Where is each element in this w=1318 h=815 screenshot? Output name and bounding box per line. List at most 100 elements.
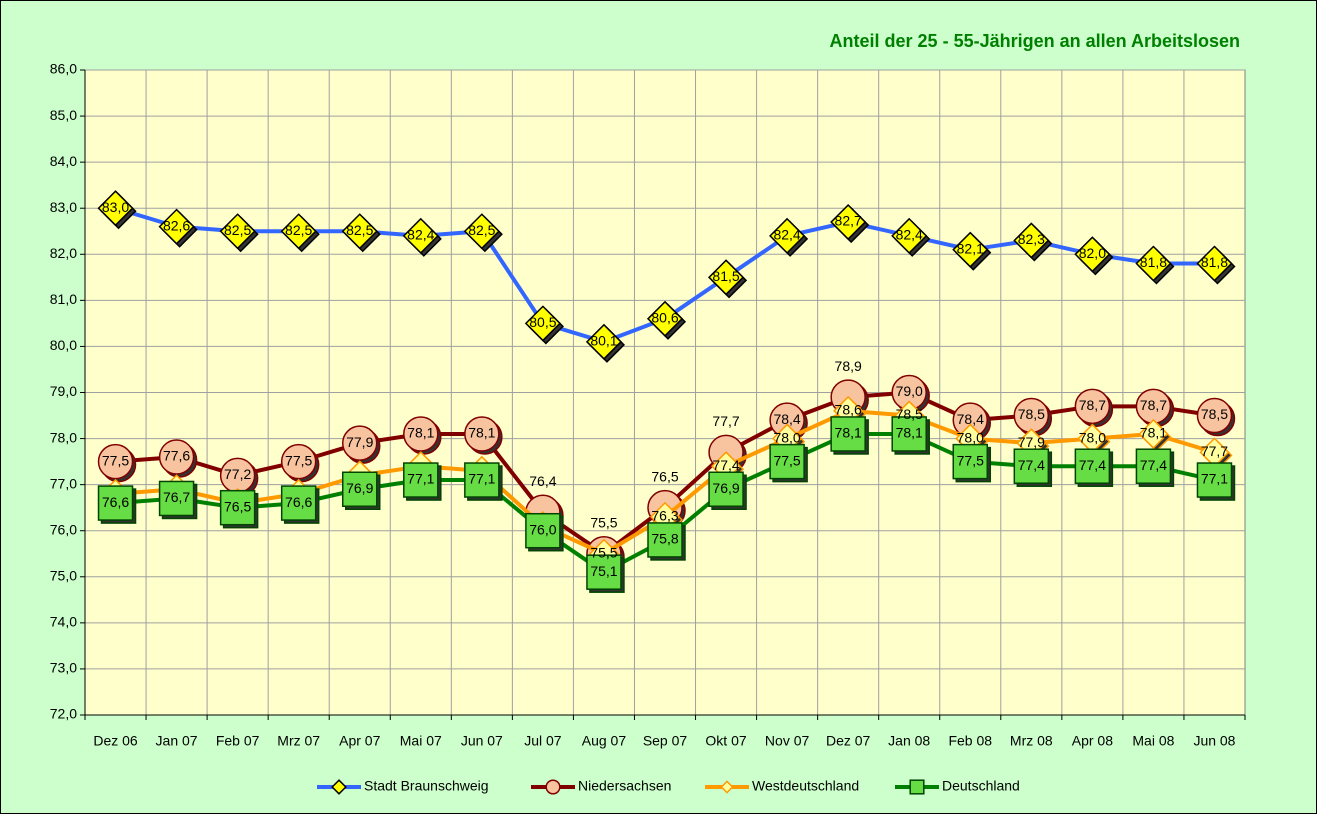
marker [769, 443, 805, 480]
data-label: 77,9 [1018, 434, 1045, 450]
marker [646, 300, 684, 337]
data-label: 76,5 [224, 498, 251, 514]
marker [341, 471, 378, 507]
data-label: 76,7 [163, 489, 190, 505]
data-label: 77,4 [1079, 457, 1106, 473]
x-tick-label: Mai 08 [1132, 733, 1174, 749]
data-label: 75,5 [590, 544, 617, 560]
data-label: 77,1 [407, 471, 434, 487]
marker [585, 323, 623, 360]
y-tick-label: 72,0 [50, 706, 77, 722]
marker [952, 443, 989, 480]
x-tick-label: Jan 07 [156, 733, 198, 749]
data-label: 78,1 [1140, 425, 1167, 441]
marker [1135, 448, 1172, 484]
y-tick-label: 82,0 [50, 245, 77, 261]
y-tick-label: 78,0 [50, 429, 77, 445]
marker [97, 443, 134, 480]
y-tick-label: 85,0 [50, 107, 77, 123]
marker [1196, 245, 1233, 282]
data-label: 77,5 [957, 452, 984, 468]
marker [158, 439, 195, 475]
x-tick-label: Apr 07 [339, 733, 380, 749]
data-label: 78,0 [1079, 429, 1106, 445]
legend-label: Niedersachsen [578, 778, 671, 794]
data-label: 82,5 [468, 222, 495, 238]
marker [97, 190, 134, 227]
data-label: 81,5 [712, 268, 739, 284]
data-label: 77,6 [163, 448, 190, 464]
x-tick-label: Sep 07 [643, 733, 688, 749]
x-tick-label: Jan 08 [888, 733, 930, 749]
data-label: 82,6 [163, 217, 190, 233]
x-tick-label: Nov 07 [765, 733, 810, 749]
x-tick-label: Apr 08 [1072, 733, 1113, 749]
data-label: 76,4 [529, 473, 556, 489]
legend-label: Deutschland [942, 778, 1020, 794]
y-tick-label: 79,0 [50, 383, 77, 399]
marker [403, 416, 439, 452]
marker [1135, 245, 1172, 282]
x-tick-label: Mrz 08 [1010, 733, 1053, 749]
x-tick-label: Mai 07 [400, 733, 442, 749]
y-tick-label: 73,0 [50, 660, 77, 676]
x-tick-label: Jun 08 [1193, 733, 1235, 749]
marker [464, 416, 500, 452]
marker [545, 779, 561, 795]
data-label: 75,1 [590, 563, 617, 579]
x-tick-label: Jul 07 [524, 733, 562, 749]
data-label: 81,8 [1140, 254, 1167, 270]
data-label: 78,1 [407, 425, 434, 441]
marker [1013, 448, 1050, 484]
y-tick-label: 77,0 [50, 475, 77, 491]
x-tick-label: Mrz 07 [277, 733, 320, 749]
y-tick-label: 74,0 [50, 614, 77, 630]
data-label: 78,6 [835, 402, 862, 418]
marker [280, 213, 317, 250]
marker [158, 480, 195, 517]
data-label: 79,0 [896, 383, 923, 399]
chart-title: Anteil der 25 - 55-Jährigen an allen Arb… [830, 31, 1240, 51]
data-label: 77,2 [224, 466, 251, 482]
marker [830, 203, 867, 241]
data-label: 77,5 [773, 452, 800, 468]
marker [1196, 397, 1233, 434]
marker [463, 213, 500, 250]
data-label: 80,6 [651, 309, 678, 325]
data-label: 76,6 [285, 494, 312, 510]
data-label: 78,4 [773, 411, 800, 427]
marker [1074, 388, 1111, 425]
data-label: 78,7 [1140, 397, 1167, 413]
data-label: 82,4 [896, 227, 923, 243]
data-label: 82,4 [773, 227, 800, 243]
marker [158, 208, 195, 245]
data-label: 82,3 [1018, 231, 1045, 247]
data-label: 77,1 [468, 471, 495, 487]
data-label: 78,0 [957, 429, 984, 445]
y-tick-label: 75,0 [50, 567, 77, 583]
y-tick-label: 84,0 [50, 153, 77, 169]
data-label: 78,4 [957, 411, 984, 427]
x-tick-label: Feb 07 [216, 733, 260, 749]
data-label: 81,8 [1201, 254, 1228, 270]
legend-item: Westdeutschland [705, 778, 859, 794]
data-label: 78,5 [1018, 406, 1045, 422]
y-tick-label: 83,0 [50, 199, 77, 215]
data-label: 78,1 [835, 425, 862, 441]
data-label: 78,9 [835, 358, 862, 374]
data-label: 78,1 [468, 425, 495, 441]
x-tick-label: Aug 07 [582, 733, 627, 749]
data-label: 78,1 [896, 425, 923, 441]
x-tick-label: Dez 06 [93, 733, 138, 749]
marker [891, 416, 927, 452]
data-label: 77,4 [1140, 457, 1167, 473]
marker [830, 416, 866, 452]
marker [952, 231, 989, 268]
data-label: 82,0 [1079, 245, 1106, 261]
data-label: 82,4 [407, 227, 434, 243]
data-label: 82,1 [957, 240, 984, 256]
marker [708, 471, 744, 507]
y-tick-label: 86,0 [50, 61, 77, 77]
marker [219, 489, 256, 526]
